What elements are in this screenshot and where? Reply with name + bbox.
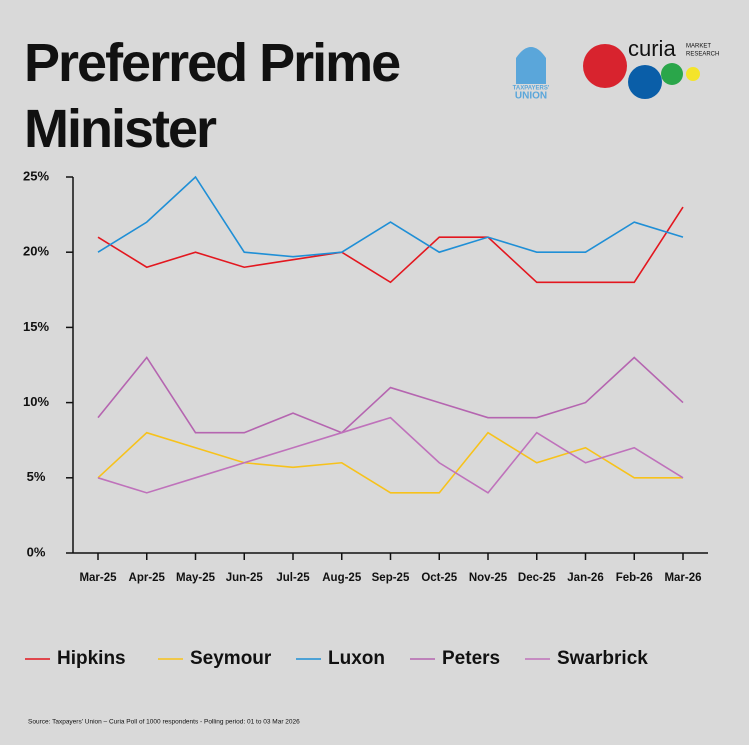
x-tick-label: Apr-25 (129, 572, 166, 584)
x-tick-label: Aug-25 (322, 572, 362, 584)
legend-label: Hipkins (57, 648, 126, 669)
legend-label: Seymour (190, 648, 272, 669)
x-tick-label: Jan-26 (567, 572, 603, 584)
series-line (97, 356, 684, 434)
series-line (97, 175, 684, 258)
series-line (97, 431, 683, 494)
taxpayers-logo: TAXPAYERS' UNION (513, 47, 550, 102)
x-tick-label: Dec-25 (518, 572, 556, 584)
logo-text: UNION (515, 91, 547, 102)
curia-logo: curia MARKET RESEARCH (583, 36, 719, 99)
logo-text: curia (628, 36, 676, 61)
y-tick-label: 25% (23, 168, 49, 183)
logo-dot (628, 65, 662, 99)
series-line (97, 206, 684, 284)
y-tick-label: 20% (23, 244, 49, 259)
logo-text: TAXPAYERS' (513, 86, 550, 92)
legend-label: Peters (442, 648, 500, 669)
y-tick-label: 15% (23, 319, 49, 334)
y-tick-label: 10% (23, 394, 49, 409)
x-tick-label: Feb-26 (616, 572, 653, 584)
source: Source: Taxpayers' Union – Curia Poll of… (28, 719, 300, 726)
legend-label: Swarbrick (557, 648, 648, 669)
x-tick-label: Mar-26 (664, 572, 701, 584)
x-tick-label: Mar-25 (79, 572, 117, 584)
logo-text: MARKET (686, 44, 711, 50)
x-tick-label: Nov-25 (469, 572, 508, 584)
x-tick-label: Sep-25 (372, 572, 410, 584)
logo-text: RESEARCH (686, 52, 719, 58)
x-tick-label: Jun-25 (226, 572, 264, 584)
x-tick-label: Jul-25 (276, 572, 310, 584)
logo-dome (516, 47, 546, 58)
logo-dot (583, 44, 627, 88)
series-line (97, 416, 684, 494)
logo-building (516, 58, 546, 84)
chart-title: Preferred Prime Minister (24, 33, 401, 159)
legend-label: Luxon (328, 648, 385, 669)
y-tick-label: 5% (27, 469, 46, 484)
logo-dot (661, 63, 683, 85)
x-tick-label: Oct-25 (421, 572, 457, 584)
y-tick-label: 0% (27, 544, 46, 559)
x-tick-label: May-25 (176, 572, 216, 584)
logo-dot (686, 67, 700, 81)
